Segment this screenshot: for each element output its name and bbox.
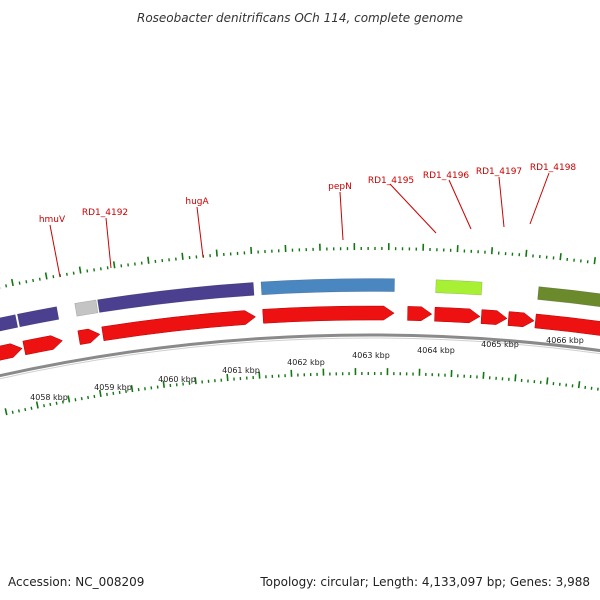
leader-hugA — [196, 206, 204, 258]
inner-tick-5 — [35, 401, 39, 409]
gene-label-hmuV: hmuV — [39, 215, 66, 225]
map-title: Roseobacter denitrificans OCh 114, compl… — [137, 11, 463, 25]
accession-text: Accession: NC_008209 — [8, 575, 144, 589]
outer-tick-30 — [181, 252, 184, 260]
outer-tick-6 — [18, 281, 21, 285]
outer-tick-80 — [525, 249, 528, 257]
outer-tick-25 — [147, 256, 150, 264]
inner-tick-25 — [162, 380, 165, 388]
leader-RD1_4196 — [448, 179, 472, 230]
inner-tick-4 — [30, 406, 33, 410]
inner-tick-10 — [67, 395, 71, 403]
cds-arrow-6 — [434, 306, 481, 324]
gene-label-RD1_4192: RD1_4192 — [82, 208, 128, 218]
gene-label-RD1_4195: RD1_4195 — [368, 176, 414, 186]
inner-tick-11 — [74, 398, 77, 402]
outer-tick-9 — [38, 277, 41, 281]
gene-labels: hmuV RD1_4192 hugA pepN RD1_4195 RD1_419… — [39, 163, 577, 278]
gene-label-hugA: hugA — [185, 197, 209, 207]
leader-RD1_4197 — [498, 176, 505, 228]
kbp-label-4063: 4063 kbp — [352, 351, 390, 360]
inner-tick-15 — [99, 389, 102, 398]
outer-tick-10 — [44, 272, 48, 280]
inner-tick-20 — [130, 384, 134, 393]
feature-band-6 — [537, 286, 600, 307]
outer-tick-90 — [593, 257, 597, 265]
outer-tick-15 — [78, 266, 82, 274]
leader-RD1_4195 — [389, 183, 437, 234]
inner-tick-0 — [4, 408, 8, 416]
feature-band-3 — [97, 282, 255, 313]
topology-summary: Topology: circular; Length: 4,133,097 bp… — [259, 575, 590, 589]
cds-arrow-9 — [534, 313, 600, 336]
inner-tick-80 — [514, 374, 517, 382]
outer-tick-8 — [32, 278, 35, 283]
feature-band-1 — [17, 306, 60, 328]
feature-band-4 — [260, 278, 395, 296]
cds-arrow-0 — [0, 343, 23, 361]
cds-arrow-1 — [22, 335, 63, 356]
outer-tick-85 — [559, 253, 562, 261]
kbp-label-4060: 4060 kbp — [158, 375, 196, 384]
cds-arrow-8 — [507, 311, 535, 328]
cds-arrow-3 — [101, 310, 256, 341]
outer-tick-ring — [0, 243, 597, 289]
inner-tick-90 — [577, 381, 581, 389]
inner-tick-7 — [49, 402, 52, 407]
kbp-label-4061: 4061 kbp — [222, 366, 260, 375]
outer-tick-35 — [215, 249, 218, 257]
gene-label-RD1_4196: RD1_4196 — [423, 171, 470, 181]
cds-arrow-7 — [480, 309, 508, 325]
inner-tick-ring — [4, 368, 599, 416]
gene-label-pepN: pepN — [328, 182, 352, 192]
feature-band-2 — [74, 299, 99, 317]
outer-tick-11 — [52, 275, 55, 279]
inner-tick-1 — [11, 410, 14, 414]
outer-tick-5 — [10, 278, 14, 287]
backbone-arc — [0, 333, 600, 378]
kbp-label-4065: 4065 kbp — [481, 340, 519, 349]
feature-band-5 — [435, 279, 483, 296]
cds-arrow-5 — [407, 306, 433, 322]
leader-RD1_4192 — [105, 217, 112, 269]
genome-backbone — [0, 333, 600, 380]
cds-arrow-2 — [77, 328, 101, 345]
gene-label-RD1_4197: RD1_4197 — [476, 167, 522, 177]
cds-arrow-4 — [262, 305, 395, 324]
outer-tick-13 — [65, 272, 68, 276]
inner-tick-30 — [194, 377, 197, 385]
kbp-labels: 4058 kbp 4059 kbp 4060 kbp 4061 kbp 4062… — [30, 336, 584, 402]
backbone-shadow — [0, 337, 600, 380]
kbp-label-4058: 4058 kbp — [30, 393, 68, 402]
kbp-label-4066: 4066 kbp — [546, 336, 584, 345]
kbp-label-4062: 4062 kbp — [287, 358, 325, 367]
inner-tick-9 — [61, 400, 64, 404]
leader-hmuV — [49, 224, 61, 278]
inner-tick-85 — [546, 377, 549, 385]
outer-tick-4 — [5, 284, 8, 288]
inner-tick-2 — [17, 409, 20, 413]
kbp-label-4064: 4064 kbp — [417, 346, 455, 355]
inner-tick-12 — [80, 397, 83, 401]
inner-tick-3 — [24, 407, 27, 412]
gene-label-RD1_4198: RD1_4198 — [530, 163, 577, 173]
cds-track — [0, 305, 600, 361]
inner-tick-35 — [226, 374, 229, 382]
leader-pepN — [339, 191, 344, 241]
outer-tick-20 — [112, 261, 116, 269]
outer-tick-7 — [25, 280, 28, 284]
feature-band-0 — [0, 314, 19, 332]
inner-tick-6 — [43, 404, 46, 408]
feature-track — [0, 278, 600, 332]
kbp-label-4059: 4059 kbp — [94, 383, 132, 392]
inner-tick-8 — [55, 401, 58, 405]
inner-tick-13 — [87, 395, 90, 400]
leader-RD1_4198 — [529, 172, 550, 225]
